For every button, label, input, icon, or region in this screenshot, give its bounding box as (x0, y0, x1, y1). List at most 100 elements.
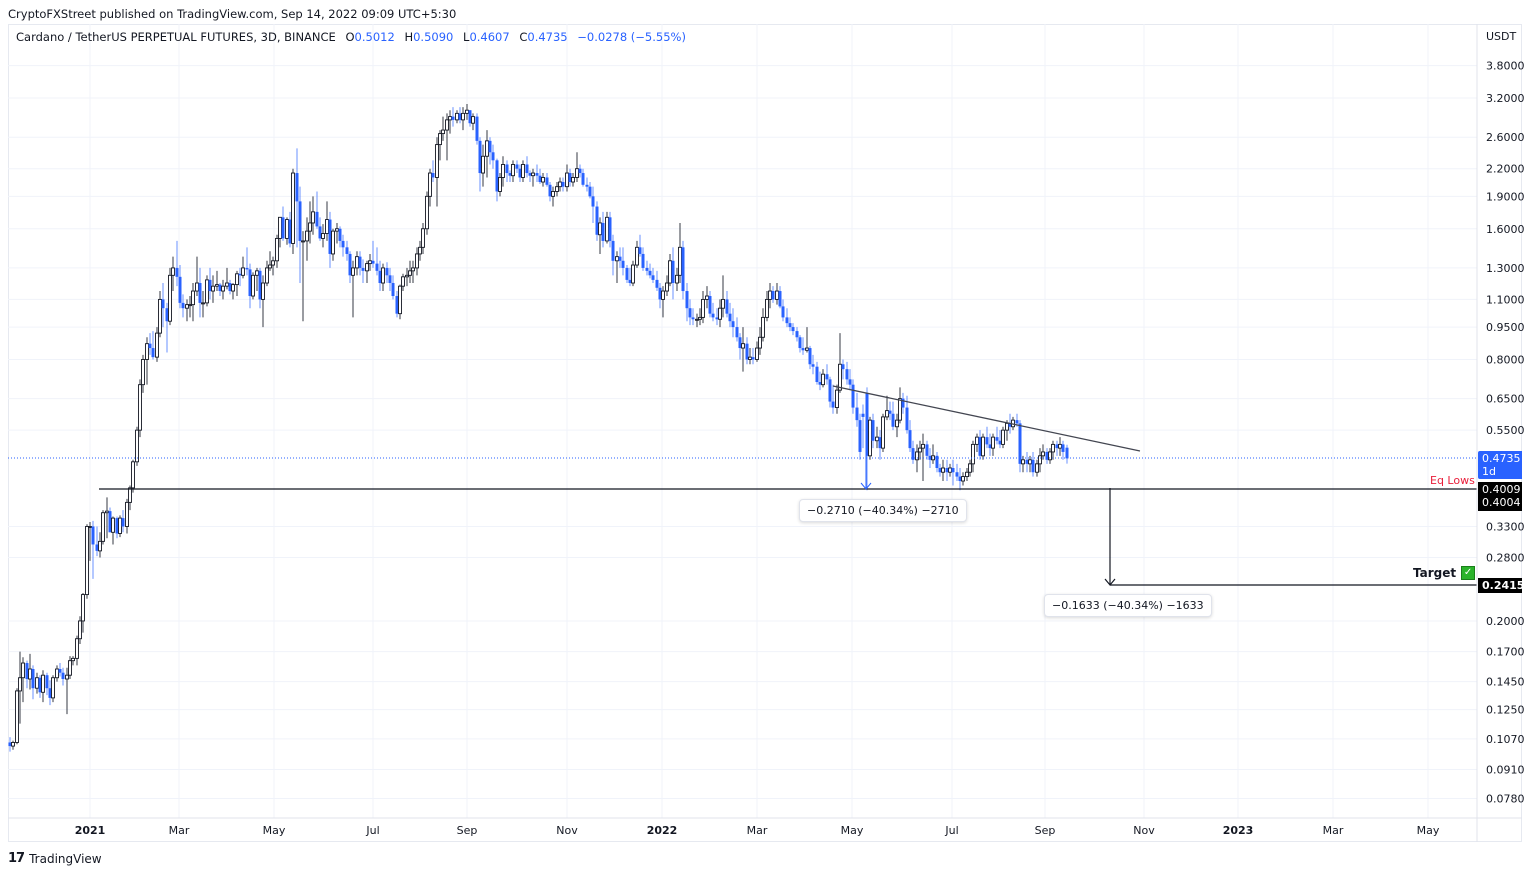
candle-up (718, 307, 722, 320)
candle-up (551, 190, 555, 197)
candle-up (721, 298, 725, 309)
candle-down (778, 291, 782, 307)
measure-1-label[interactable]: −0.2710 (−40.34%) −2710 (799, 499, 967, 522)
candle-up (441, 129, 445, 135)
candle-up (531, 172, 535, 177)
price-axis[interactable]: 3.8000 3.2000 2.6000 2.2000 1.9000 1.6000 1.30… (1486, 60, 1525, 806)
candle-up (425, 195, 429, 230)
candle-up (311, 211, 315, 224)
candle-up (101, 512, 105, 542)
candle-down (508, 173, 512, 176)
candle-up (81, 594, 85, 622)
candle-down (395, 296, 399, 314)
candle-up (331, 230, 335, 255)
candle-up (575, 168, 579, 178)
time-tick: May (841, 824, 864, 837)
candle-down (151, 348, 155, 358)
candle-up (821, 373, 825, 386)
candle-down (628, 279, 632, 284)
candle-down (725, 299, 729, 314)
candle-down (711, 313, 715, 318)
candle-down (238, 273, 242, 276)
candle-up (701, 298, 705, 318)
candle-up (921, 443, 925, 449)
candle-down (525, 164, 529, 174)
candle-up (758, 336, 762, 349)
candle-down (715, 317, 719, 320)
candle-down (945, 467, 949, 473)
candle-up (308, 222, 312, 232)
candle-down (611, 240, 615, 261)
target-label[interactable]: Target ✓ (1413, 566, 1476, 580)
open-value: 0.5012 (354, 30, 395, 44)
candle-up (235, 273, 239, 286)
candle-up (565, 172, 569, 188)
candle-up (941, 467, 945, 473)
descending-trendline[interactable] (832, 385, 1141, 452)
symbol-title[interactable]: Cardano / TetherUS PERPETUAL FUTURES, 3D… (16, 30, 336, 44)
candle-down (935, 455, 939, 468)
candle-up (301, 240, 305, 243)
candle-down (655, 279, 659, 288)
candle-up (981, 436, 985, 457)
candle-down (845, 369, 849, 380)
candle-down (181, 302, 185, 309)
drawings (8, 385, 1477, 586)
candle-down (45, 675, 49, 689)
candle-down (178, 276, 182, 303)
candle-down (451, 116, 455, 120)
candle-down (61, 672, 65, 680)
candle-up (398, 285, 402, 315)
candle-down (878, 437, 882, 449)
candle-down (595, 206, 599, 235)
candle-up (51, 677, 55, 699)
measure-2-label[interactable]: −0.1633 (−40.34%) −1633 (1044, 594, 1212, 617)
candle-up (898, 398, 902, 421)
candle-up (21, 662, 25, 679)
tradingview-footer[interactable]: 17 TradingView (8, 851, 102, 866)
time-axis[interactable]: 2021 Mar May Jul Sep Nov 2022 Mar May Jul Sep Nov 20… (75, 824, 1440, 837)
candle-up (171, 267, 175, 276)
candle-down (735, 327, 739, 338)
candle-up (435, 144, 439, 178)
price-tick: 0.1700 (1486, 646, 1525, 659)
close-value: 0.4735 (527, 30, 568, 44)
candle-down (871, 420, 875, 441)
candle-down (958, 476, 962, 482)
candle-up (755, 347, 759, 360)
candle-down (258, 270, 262, 300)
candle-up (78, 620, 82, 640)
candle-up (1005, 422, 1009, 431)
price-tick: 0.1250 (1486, 704, 1525, 717)
candle-up (381, 267, 385, 284)
candle-up (158, 298, 162, 334)
price-tick: 0.5500 (1486, 424, 1525, 437)
candle-up (631, 264, 635, 284)
candle-down (988, 444, 992, 449)
candle-up (355, 256, 359, 269)
eq-lows-label[interactable]: Eq Lows (1430, 474, 1475, 487)
price-tick: 0.0910 (1486, 763, 1525, 776)
candle-up (405, 274, 409, 278)
candle-down (148, 343, 152, 349)
candle-up (511, 164, 515, 177)
candle-up (445, 119, 449, 131)
candle-down (808, 348, 812, 365)
candle-up (975, 436, 979, 445)
candle-down (671, 260, 675, 284)
target-price-tag: 0.2415 (1478, 578, 1524, 593)
price-tick: 0.6500 (1486, 393, 1525, 406)
candle-down (518, 168, 522, 178)
candle-up (661, 290, 665, 300)
candle-down (295, 173, 299, 202)
candle-down (228, 283, 232, 292)
candle-up (325, 219, 329, 234)
candle-up (665, 282, 669, 292)
target-text: Target (1413, 566, 1457, 580)
candle-up (971, 443, 975, 465)
candle-down (585, 184, 589, 187)
candle-up (991, 436, 995, 449)
candle-up (11, 742, 15, 747)
time-tick: Nov (1133, 824, 1155, 837)
